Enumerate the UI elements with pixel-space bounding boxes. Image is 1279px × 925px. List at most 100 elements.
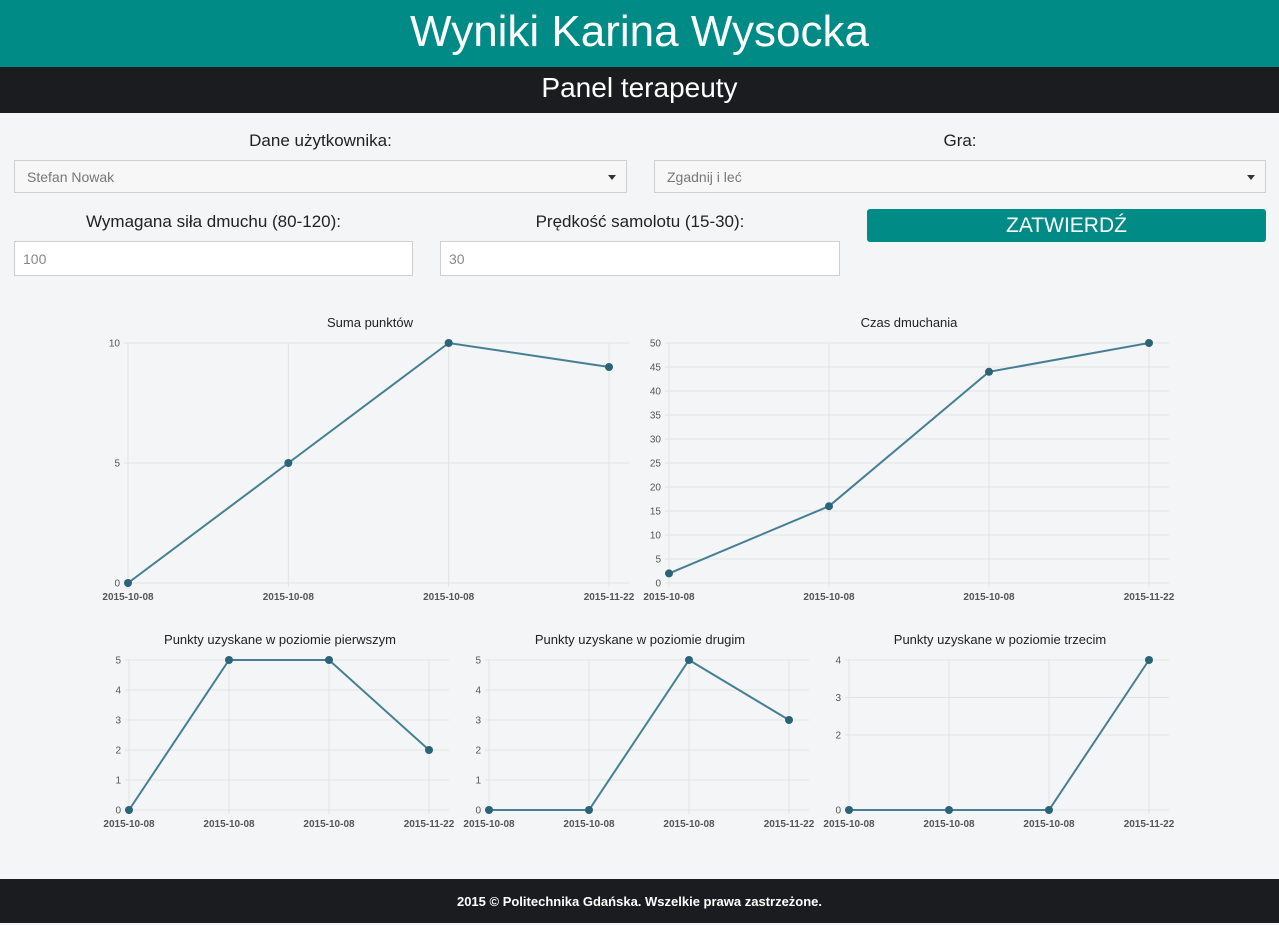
y-tick-label: 40	[650, 387, 662, 398]
y-tick-label: 20	[650, 483, 662, 494]
chart-poziom-trzeci: Punkty uzyskane w poziomie trzecim 0 2 3 4 20…	[823, 632, 1175, 830]
chevron-down-icon	[1247, 175, 1255, 180]
y-tick-label: 0	[114, 579, 120, 590]
x-tick-label: 2015-10-08	[463, 819, 515, 830]
y-tick-label: 5	[115, 656, 121, 667]
page-title: Wyniki Karina Wysocka	[0, 0, 1279, 67]
data-point	[585, 806, 593, 814]
x-tick-label: 2015-11-22	[584, 592, 635, 603]
x-tick-label: 2015-10-08	[823, 819, 875, 830]
game-label: Gra:	[943, 131, 977, 150]
data-point	[225, 656, 233, 664]
chart-title: Czas dmuchania	[861, 315, 959, 330]
y-tick-label: 10	[109, 339, 121, 350]
y-tick-label: 2	[115, 746, 121, 757]
series-line	[128, 659, 430, 811]
x-tick-label: 2015-10-08	[103, 819, 155, 830]
series-line	[127, 341, 610, 584]
y-tick-label: 3	[835, 693, 841, 704]
x-tick-label: 2015-10-08	[643, 592, 695, 603]
y-tick-label: 0	[655, 579, 661, 590]
data-point	[665, 569, 673, 578]
user-label: Dane użytkownika:	[249, 131, 392, 150]
data-point	[945, 806, 953, 814]
x-tick-label: 2015-10-08	[263, 592, 315, 603]
chart-title: Punkty uzyskane w poziomie trzecim	[894, 632, 1106, 647]
y-tick-label: 2	[835, 731, 841, 742]
data-point	[124, 579, 132, 587]
data-point	[845, 806, 853, 814]
chevron-down-icon	[608, 175, 616, 180]
y-tick-label: 4	[475, 686, 481, 697]
x-tick-label: 2015-10-08	[303, 819, 355, 830]
y-tick-label: 1	[115, 776, 121, 787]
series-line	[489, 658, 790, 811]
speed-input[interactable]	[440, 241, 840, 276]
y-tick-label: 5	[655, 555, 661, 566]
chart-poziom-pierwszy: Punkty uzyskane w poziomie pierwszym 0 1 2 3…	[103, 632, 455, 830]
x-tick-label: 2015-10-08	[203, 819, 255, 830]
x-tick-label: 2015-10-08	[423, 592, 475, 603]
y-tick-label: 0	[475, 806, 481, 817]
data-point	[1145, 339, 1153, 347]
data-point	[785, 716, 793, 724]
series-line	[668, 342, 1150, 575]
game-select[interactable]: Zgadnij i leć	[654, 160, 1266, 193]
y-tick-label: 15	[650, 507, 662, 518]
force-input[interactable]	[14, 241, 413, 276]
x-tick-label: 2015-10-08	[102, 592, 154, 603]
data-point	[485, 806, 493, 814]
y-tick-label: 35	[650, 411, 662, 422]
data-point	[605, 363, 613, 371]
y-tick-label: 50	[650, 339, 662, 350]
y-tick-label: 45	[650, 363, 662, 374]
x-tick-label: 2015-11-22	[404, 819, 455, 830]
y-tick-label: 0	[115, 806, 121, 817]
chart-title: Punkty uzyskane w poziomie pierwszym	[164, 632, 396, 647]
data-point	[1145, 656, 1153, 664]
chart-czas-dmuchania: Czas dmuchania 0 5 10 15 20 25 30 35 40 45 50 2015-1…	[643, 315, 1175, 603]
y-tick-label: 2	[475, 746, 481, 757]
x-tick-label: 2015-10-08	[663, 819, 715, 830]
data-point	[325, 656, 333, 664]
data-point	[985, 367, 993, 376]
y-tick-label: 3	[115, 716, 121, 727]
y-tick-label: 30	[650, 435, 662, 446]
data-point	[685, 656, 693, 664]
y-tick-label: 4	[835, 656, 841, 667]
data-point	[444, 339, 453, 347]
page-subtitle: Panel terapeuty	[0, 67, 1279, 113]
y-tick-label: 4	[115, 686, 121, 697]
game-select-value: Zgadnij i leć	[667, 169, 742, 185]
data-point	[425, 746, 433, 754]
y-tick-label: 0	[835, 806, 841, 817]
y-tick-label: 5	[114, 459, 120, 470]
chart-title: Suma punktów	[327, 315, 414, 330]
x-tick-label: 2015-11-22	[1124, 592, 1175, 603]
y-tick-label: 5	[475, 656, 481, 667]
x-tick-label: 2015-10-08	[803, 592, 855, 603]
data-point	[284, 459, 293, 467]
speed-label: Prędkość samolotu (15-30):	[535, 212, 745, 231]
x-tick-label: 2015-10-08	[563, 819, 615, 830]
submit-button[interactable]: ZATWIERDŹ	[867, 209, 1266, 242]
data-point	[125, 806, 133, 814]
series-line	[849, 659, 1150, 811]
user-select-value: Stefan Nowak	[27, 169, 115, 185]
y-tick-label: 25	[650, 459, 662, 470]
y-tick-label: 3	[475, 716, 481, 727]
footer: 2015 © Politechnika Gdańska. Wszelkie pr…	[0, 879, 1279, 923]
x-tick-label: 2015-11-22	[1124, 819, 1175, 830]
y-tick-label: 10	[650, 531, 662, 542]
chart-title: Punkty uzyskane w poziomie drugim	[535, 632, 745, 647]
chart-poziom-drugi: Punkty uzyskane w poziomie drugim 0 1 2 3 4 5 2…	[463, 632, 815, 830]
user-select[interactable]: Stefan Nowak	[14, 160, 627, 193]
data-point	[1045, 806, 1053, 814]
data-point	[825, 502, 833, 511]
x-tick-label: 2015-10-08	[1023, 819, 1075, 830]
chart-suma-punktow: Suma punktów 0 5 10 2015-10-08 2015-10-08 2015…	[102, 315, 635, 603]
x-tick-label: 2015-11-22	[764, 819, 815, 830]
x-tick-label: 2015-10-08	[923, 819, 975, 830]
x-tick-label: 2015-10-08	[963, 592, 1015, 603]
y-tick-label: 1	[475, 776, 481, 787]
